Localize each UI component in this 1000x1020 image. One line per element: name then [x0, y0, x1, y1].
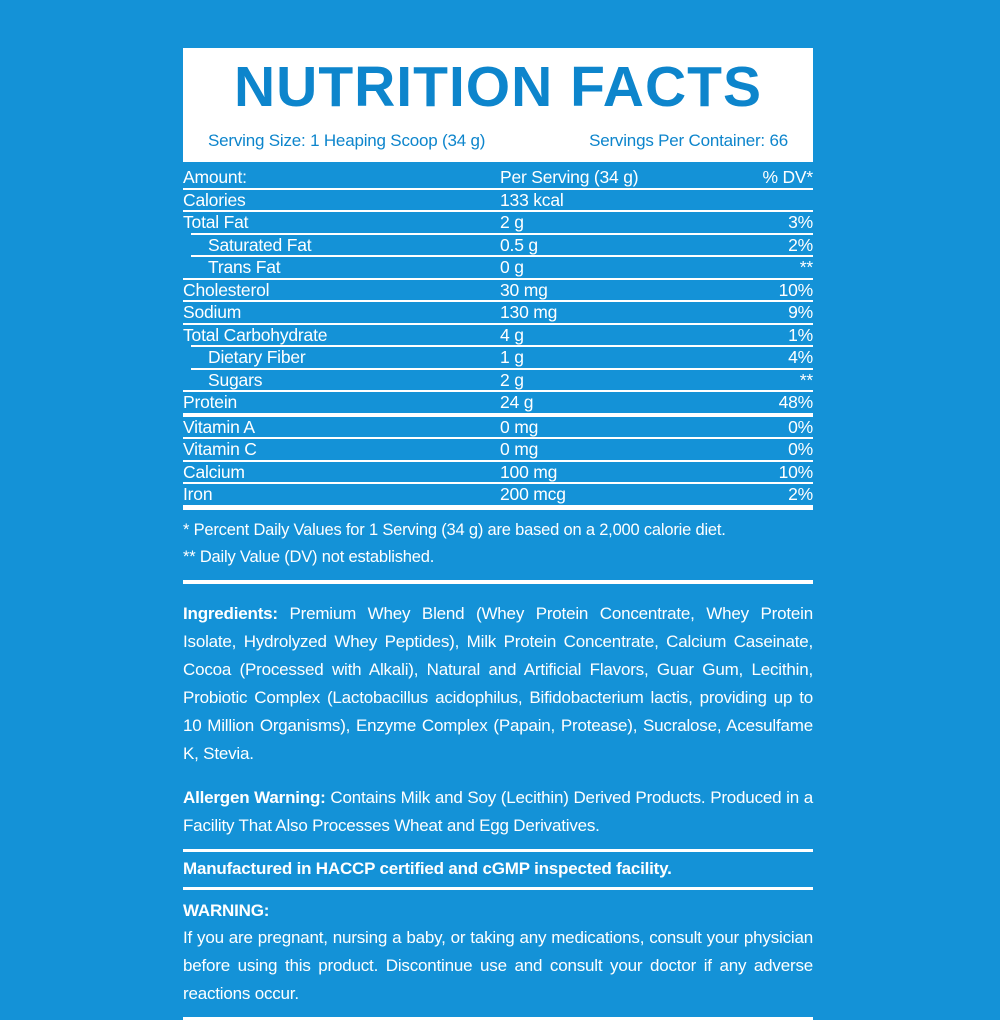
footnote-dv-not-established: ** Daily Value (DV) not established.	[183, 547, 435, 566]
table-row-total-fat: Total Fat 2 g 3%	[183, 212, 813, 232]
serving-size-text: Serving Size: 1 Heaping Scoop (34 g)	[208, 131, 486, 150]
divider	[191, 232, 813, 235]
table-row-iron: Iron 200 mcg 2%	[183, 484, 813, 504]
divider	[183, 848, 813, 852]
divider-thick	[183, 412, 813, 417]
table-row-sugars: Sugars 2 g **	[208, 369, 813, 390]
manufactured-statement: Manufactured in HACCP certified and cGMP…	[183, 858, 672, 878]
ingredients-paragraph: Ingredients: Premium Whey Blend (Whey Pr…	[183, 600, 813, 768]
table-header-row: Amount: Per Serving (34 g) % DV*	[183, 167, 813, 188]
allergen-text: Contains Milk and Soy (Lecithin) Derived…	[183, 787, 813, 835]
allergen-paragraph: Allergen Warning: Contains Milk and Soy …	[183, 784, 813, 840]
allergen-label: Allergen Warning:	[183, 787, 326, 807]
warning-label: WARNING:	[183, 900, 270, 920]
table-row-protein: Protein 24 g 48%	[183, 392, 813, 412]
warning-section: WARNING: If you are pregnant, nursing a …	[183, 890, 813, 1008]
divider	[183, 187, 813, 190]
divider	[191, 367, 813, 370]
col-header-amount: Amount:	[183, 167, 247, 187]
nutrition-label: NUTRITION FACTS Serving Size: 1 Heaping …	[183, 48, 813, 1020]
table-row-vitamin-c: Vitamin C 0 mg 0%	[183, 439, 813, 459]
table-row-calcium: Calcium 100 mg 10%	[183, 461, 813, 482]
divider	[183, 277, 813, 280]
col-header-per-serving: Per Serving (34 g)	[500, 167, 639, 187]
divider	[191, 345, 813, 347]
ingredients-label: Ingredients:	[183, 603, 278, 623]
serving-row: Serving Size: 1 Heaping Scoop (34 g) Ser…	[208, 132, 788, 150]
facts-table: Amount: Per Serving (34 g) % DV* Calorie…	[183, 167, 813, 510]
divider-thick	[183, 504, 813, 510]
divider	[183, 437, 813, 439]
divider	[191, 255, 813, 257]
footnote-daily-values: * Percent Daily Values for 1 Serving (34…	[183, 520, 726, 539]
table-row-trans-fat: Trans Fat 0 g **	[208, 257, 813, 277]
divider	[183, 482, 813, 484]
servings-per-container-text: Servings Per Container: 66	[589, 131, 788, 150]
divider	[183, 459, 813, 462]
divider	[183, 390, 813, 392]
table-row-saturated-fat: Saturated Fat 0.5 g 2%	[208, 234, 813, 255]
page-title: NUTRITION FACTS	[234, 55, 762, 119]
col-header-dv: % DV*	[762, 167, 813, 187]
divider	[183, 210, 813, 212]
divider	[183, 1016, 813, 1020]
warning-text: If you are pregnant, nursing a baby, or …	[183, 927, 813, 1003]
table-row-sodium: Sodium 130 mg 9%	[183, 302, 813, 322]
table-row-total-carbohydrate: Total Carbohydrate 4 g 1%	[183, 324, 813, 345]
divider	[183, 322, 813, 325]
table-row-dietary-fiber: Dietary Fiber 1 g 4%	[208, 347, 813, 367]
table-row-vitamin-a: Vitamin A 0 mg 0%	[183, 416, 813, 437]
divider	[183, 300, 813, 302]
divider-thick	[183, 579, 813, 584]
header-card: NUTRITION FACTS Serving Size: 1 Heaping …	[183, 48, 813, 162]
ingredients-text: Premium Whey Blend (Whey Protein Concent…	[183, 603, 813, 763]
footnotes: * Percent Daily Values for 1 Serving (34…	[183, 510, 813, 580]
divider	[183, 886, 813, 890]
table-row-cholesterol: Cholesterol 30 mg 10%	[183, 279, 813, 300]
table-row-calories: Calories 133 kcal	[183, 189, 564, 210]
